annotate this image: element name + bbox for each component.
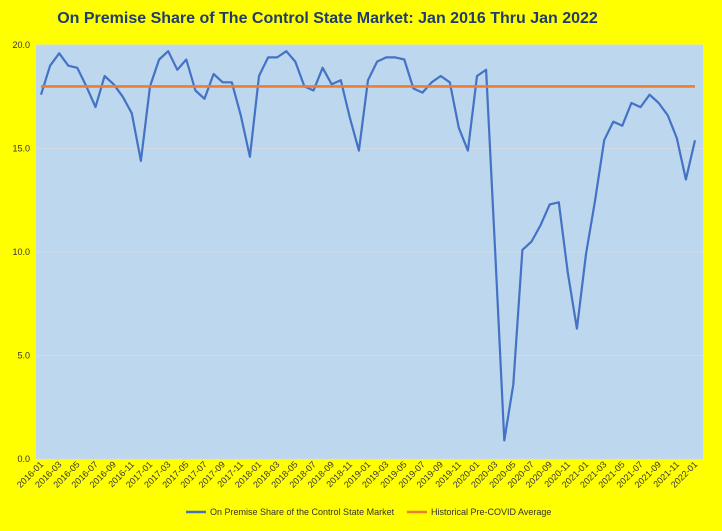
y-tick-label: 10.0 [12,247,30,257]
y-tick-label: 5.0 [17,351,30,361]
y-tick-label: 0.0 [17,454,30,464]
chart-title: On Premise Share of The Control State Ma… [57,10,598,27]
legend-label: On Premise Share of the Control State Ma… [210,507,395,517]
legend-label: Historical Pre-COVID Average [431,507,551,517]
y-tick-label: 15.0 [12,144,30,154]
y-tick-label: 20.0 [12,40,30,50]
